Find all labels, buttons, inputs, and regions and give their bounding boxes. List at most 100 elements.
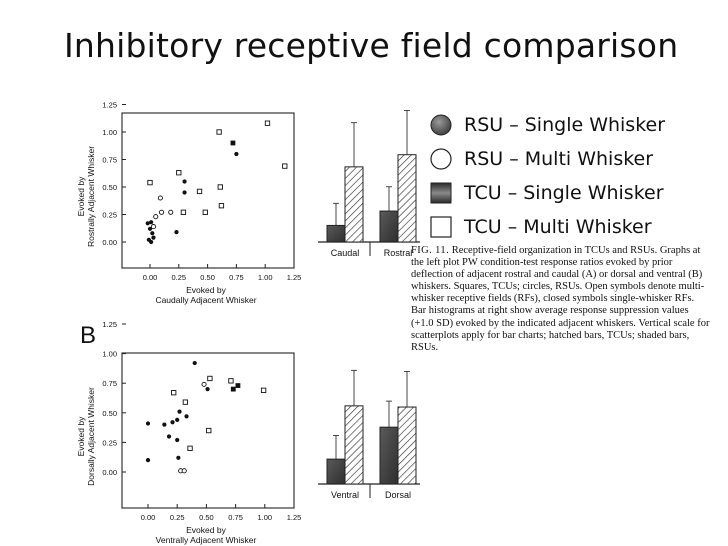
data-point [228,378,234,384]
y-tick-label: 0.00 [102,238,117,247]
data-point [150,231,155,236]
legend-label: RSU – Multi Whisker [464,148,654,170]
data-point [175,417,180,423]
data-point [175,437,180,443]
data-point [201,381,207,387]
data-point [196,188,203,195]
x-tick-label: 1.00 [257,513,272,522]
bar [344,166,364,243]
gray-square-icon [430,182,452,204]
bar [326,458,346,485]
bar [344,405,364,485]
legend-item-tcu-multi: TCU – Multi Whisker [430,210,720,244]
data-point [151,235,156,240]
figure-caption: FIG. 11. Receptive-field organization in… [411,245,711,354]
y-tick-label: 1.25 [102,320,117,329]
x-axis-label: Evoked by [186,525,226,535]
x-axis-label: Evoked by [186,285,226,295]
y-tick-label: 0.25 [102,438,117,447]
data-point [282,163,288,169]
open-circle-icon [430,148,452,170]
data-point [176,170,182,176]
data-point [207,375,213,382]
data-point [187,445,193,451]
data-point [181,468,187,474]
legend-label: TCU – Single Whisker [464,182,664,204]
open-square-icon [430,216,452,238]
x-tick-label: 0.75 [228,513,243,522]
data-point [184,414,189,419]
data-point [180,209,187,215]
y-axis-label: Evoked by [76,416,86,456]
legend-item-rsu-single: RSU – Single Whisker [430,108,720,142]
bar [379,426,399,485]
y-tick-label: 0.75 [102,379,117,388]
x-tick-label: 1.25 [287,273,302,282]
x-tick-label: 0.50 [200,273,215,282]
data-point [158,209,165,215]
data-point [153,214,159,220]
x-tick-label: 0.00 [143,273,158,282]
data-point [149,220,154,225]
data-point [260,387,267,393]
data-point [216,129,222,135]
data-point [145,458,151,463]
legend: RSU – Single Whisker RSU – Multi Whisker… [430,108,720,244]
y-tick-label: 1.00 [102,350,117,359]
y-axis-label: Evoked by [76,176,86,216]
data-point [230,386,236,392]
y-tick-label: 0.50 [102,183,117,192]
data-point [170,420,175,425]
data-point [157,195,163,201]
x-tick-label: 1.25 [287,513,302,522]
y-tick-label: 0.75 [102,156,117,165]
data-point [230,140,236,146]
y-tick-label: 0.25 [102,211,117,220]
x-axis-label: Ventrally Adjacent Whisker [156,535,257,545]
data-point [234,151,239,157]
panel-label: B [80,322,96,349]
data-point [168,209,174,215]
data-point [176,455,181,460]
legend-label: RSU – Single Whisker [464,114,666,136]
data-point [182,190,187,195]
data-point [182,179,187,184]
data-point [171,390,177,396]
bar [397,406,417,485]
x-tick-label: 0.50 [199,513,214,522]
data-point [182,399,189,405]
x-tick-label: 0.25 [170,513,185,522]
data-point [145,421,151,426]
legend-item-tcu-single: TCU – Single Whisker [430,176,720,210]
bar-category-label: Ventral [331,490,359,500]
data-point [217,184,223,190]
data-point [205,387,210,392]
data-point [202,209,208,215]
scatter-plot-frame [121,112,295,269]
data-point [147,226,153,231]
data-point [174,230,179,235]
data-point [145,221,150,226]
data-point [264,120,271,126]
data-point [218,203,225,209]
bar [379,210,399,243]
y-tick-label: 1.00 [102,128,117,137]
legend-label: TCU – Multi Whisker [464,216,652,238]
x-tick-label: 0.00 [141,513,156,522]
x-axis-label: Caudally Adjacent Whisker [155,295,256,305]
data-point [150,224,157,230]
x-tick-label: 1.00 [258,273,273,282]
y-tick-label: 0.00 [102,468,117,477]
gray-circle-icon [430,114,452,136]
caption-figure-number: FIG. 11. [411,245,450,256]
data-point [177,409,182,414]
data-point [166,434,172,439]
caption-text: Receptive-field organization in TCUs and… [411,245,710,353]
scatter-plot-frame [121,352,295,509]
y-tick-label: 1.25 [102,101,117,110]
x-tick-label: 0.25 [171,273,186,282]
y-axis-label: Rostrally Adjacent Whisker [86,146,96,247]
x-tick-label: 0.75 [229,273,244,282]
data-point [235,383,241,388]
